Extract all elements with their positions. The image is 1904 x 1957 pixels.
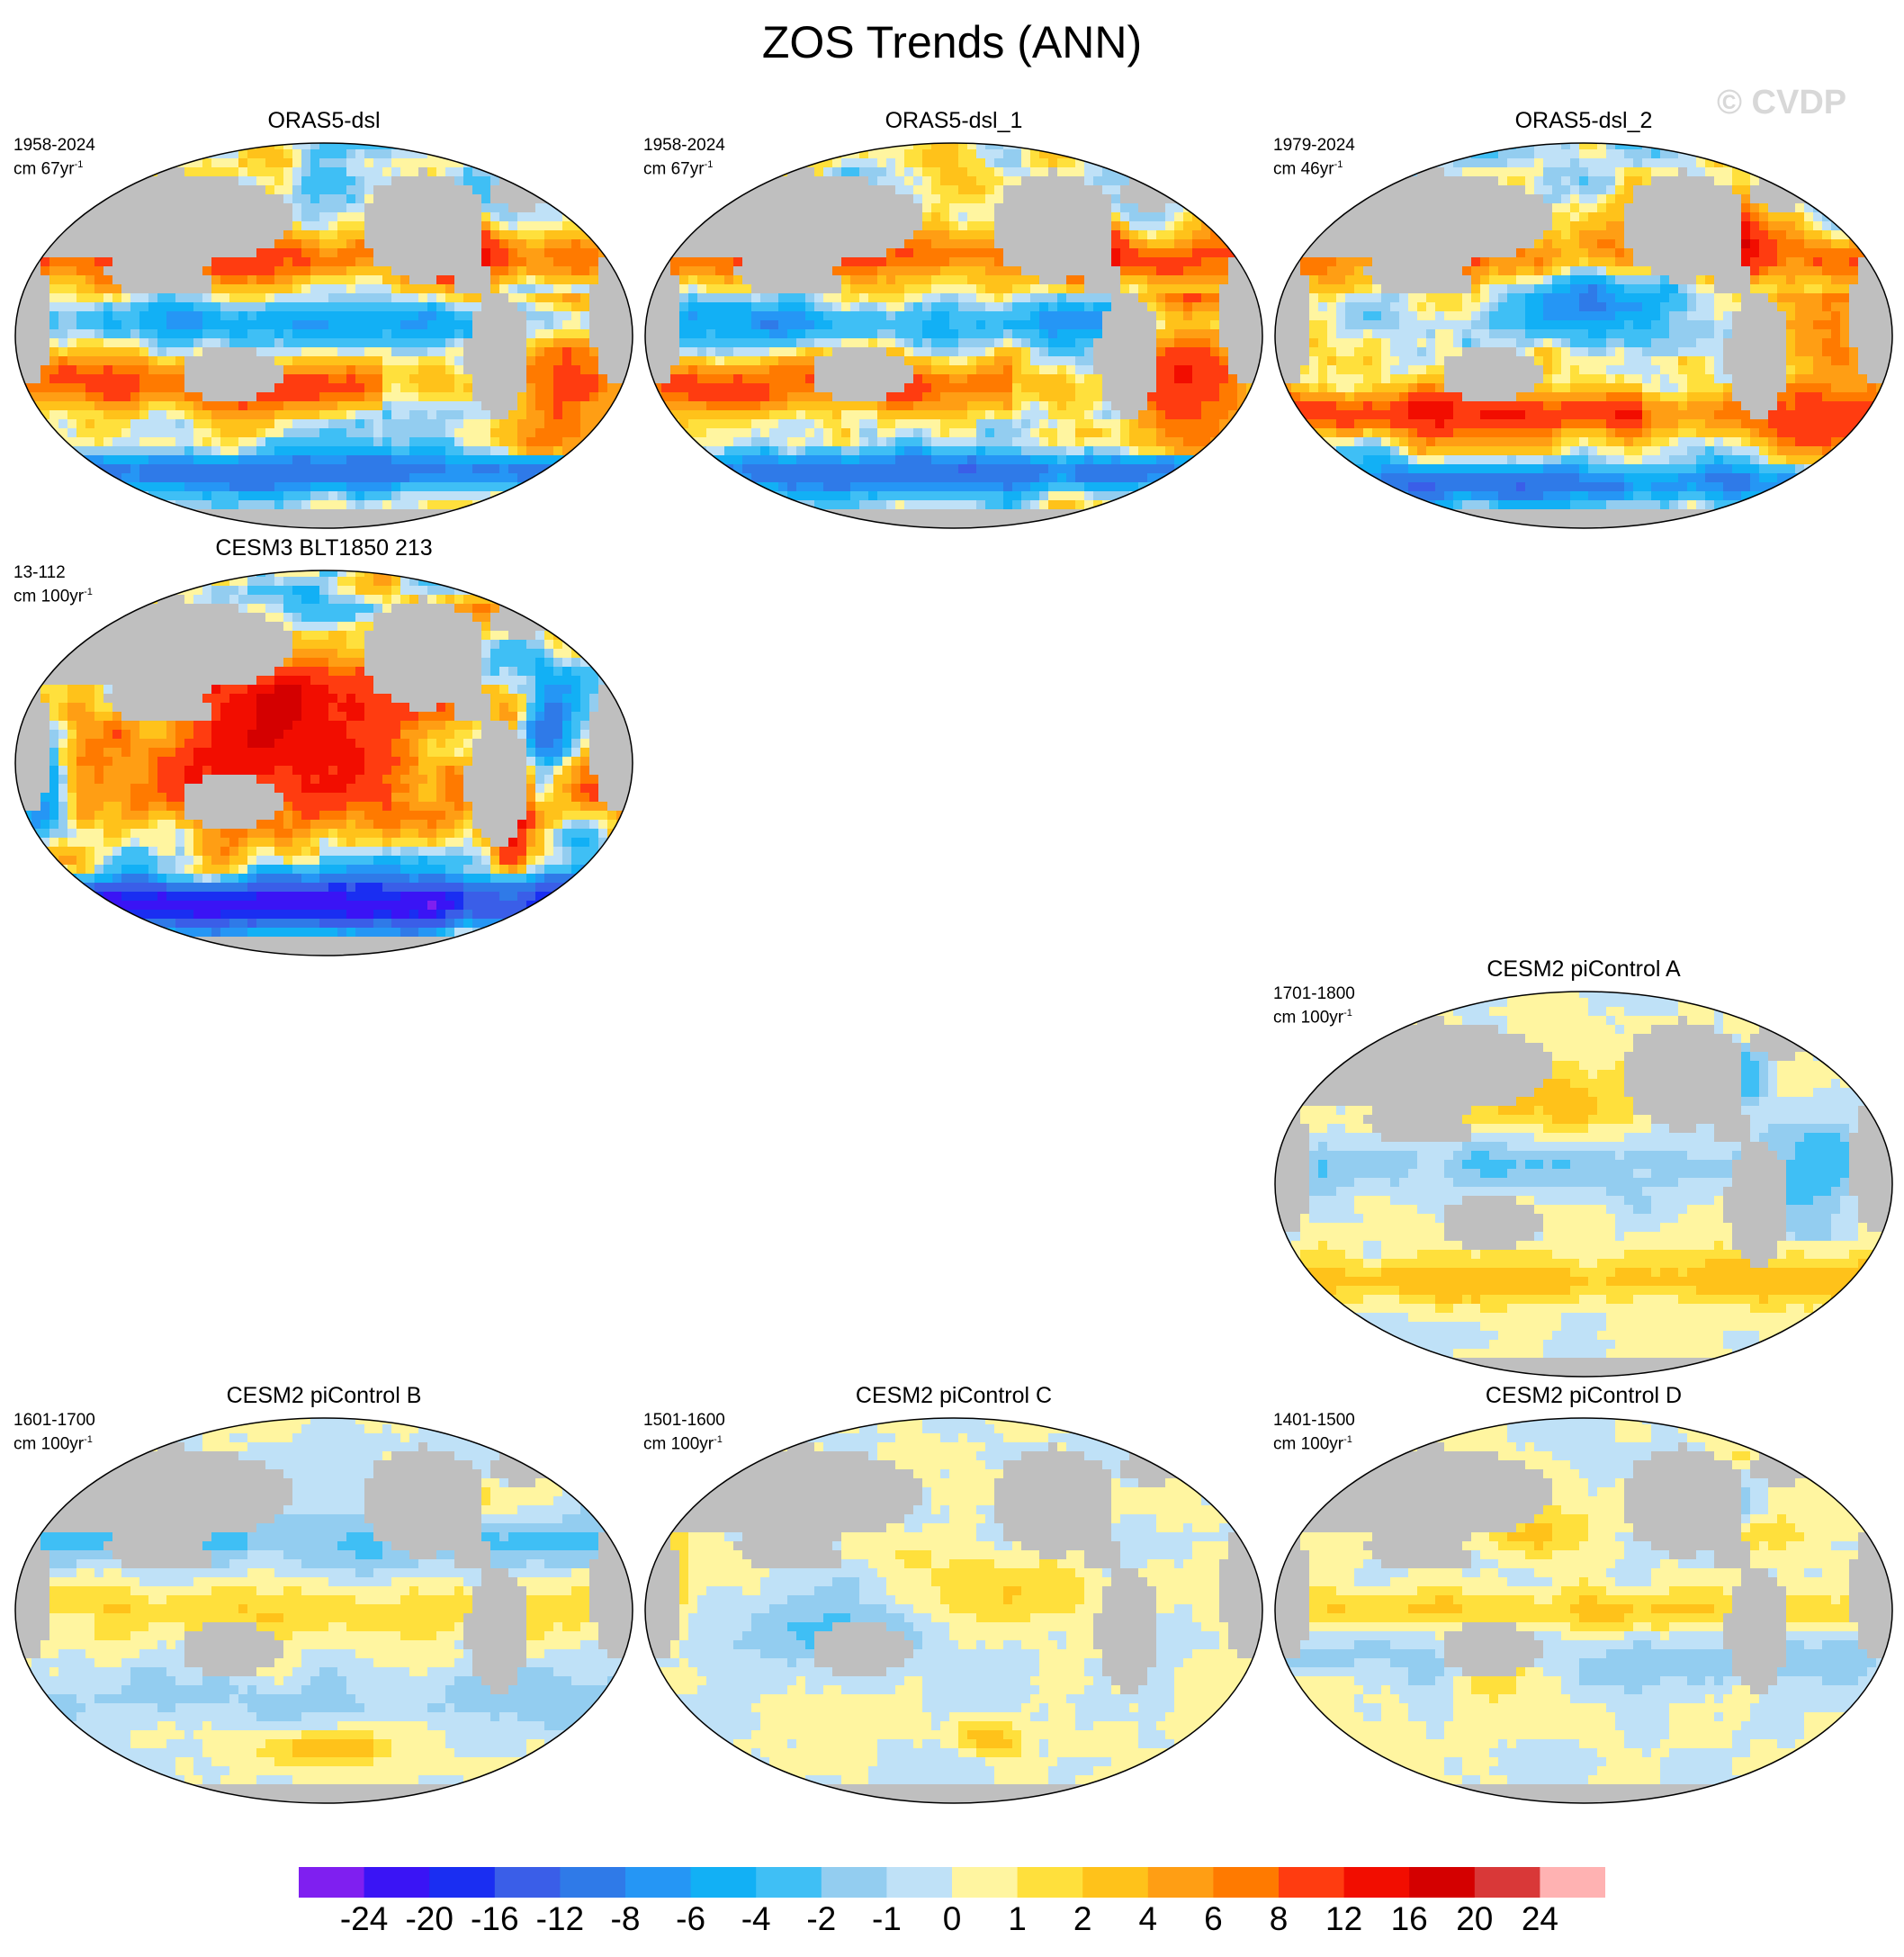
map-outline [1274, 991, 1893, 1378]
panel-units: cm 100yr-1 [13, 583, 93, 606]
colorbar-swatch [1474, 1867, 1540, 1898]
colorbar-swatch [494, 1867, 561, 1898]
panel-units: cm 100yr-1 [13, 1431, 93, 1453]
colorbar-tick-label: 6 [1177, 1900, 1249, 1938]
panel-period: 13-112 [13, 563, 66, 582]
panel-units: cm 67yr-1 [13, 156, 83, 178]
map-panel-oras5-dsl-1: ORAS5-dsl_1 1958-2024 cm 67yr-1 [643, 108, 1264, 531]
colorbar-tick-label: 1 [982, 1900, 1054, 1938]
colorbar-tick-label: 8 [1243, 1900, 1315, 1938]
map-outline [1274, 142, 1893, 529]
map-panel-cesm2-picontrol-c: CESM2 piControl C 1501-1600 cm 100yr-1 [643, 1383, 1264, 1806]
colorbar-tick-label: 0 [916, 1900, 988, 1938]
map-outline [1274, 1417, 1893, 1804]
panel-title: CESM2 piControl A [1273, 956, 1894, 983]
panel-title: CESM2 piControl C [643, 1383, 1264, 1409]
colorbar-tick-label: 24 [1504, 1900, 1576, 1938]
colorbar-swatch [952, 1867, 1019, 1898]
panel-units: cm 100yr-1 [1273, 1431, 1352, 1453]
colorbar-tick-label: 20 [1439, 1900, 1511, 1938]
map-outline [644, 142, 1263, 529]
panel-period: 1701-1800 [1273, 984, 1355, 1003]
map-field [14, 570, 633, 956]
colorbar-swatch [429, 1867, 496, 1898]
colorbar-tick-label: -12 [524, 1900, 596, 1938]
map-panel-cesm3-blt1850: CESM3 BLT1850 213 13-112 cm 100yr-1 [13, 535, 634, 958]
colorbar-swatch [756, 1867, 822, 1898]
map-outline [14, 570, 633, 956]
colorbar-tick-label: 4 [1112, 1900, 1184, 1938]
panel-title: CESM2 piControl D [1273, 1383, 1894, 1409]
colorbar-swatch [1082, 1867, 1149, 1898]
colorbar-tick-label: -1 [850, 1900, 922, 1938]
colorbar-tick-label: -20 [393, 1900, 465, 1938]
panel-units: cm 67yr-1 [643, 156, 713, 178]
map-panel-oras5-dsl: ORAS5-dsl 1958-2024 cm 67yr-1 [13, 108, 634, 531]
map-field [14, 1417, 633, 1804]
colorbar-swatch [560, 1867, 626, 1898]
colorbar-tick-label: -24 [328, 1900, 400, 1938]
panel-title: CESM2 piControl B [13, 1383, 634, 1409]
map-field [14, 142, 633, 529]
panel-title: ORAS5-dsl [13, 108, 634, 134]
colorbar-swatch [1213, 1867, 1280, 1898]
map-field [644, 142, 1263, 529]
colorbar-swatch [1540, 1867, 1605, 1898]
colorbar-swatch [1147, 1867, 1214, 1898]
colorbar-tick-label: 16 [1373, 1900, 1445, 1938]
colorbar-tick-label: 2 [1046, 1900, 1118, 1938]
panel-period: 1501-1600 [643, 1411, 725, 1430]
colorbar-swatch [625, 1867, 692, 1898]
panel-title: ORAS5-dsl_2 [1273, 108, 1894, 134]
colorbar-tick-label: -8 [589, 1900, 661, 1938]
colorbar-swatch [690, 1867, 757, 1898]
map-field [644, 1417, 1263, 1804]
panel-period: 1958-2024 [643, 136, 725, 155]
colorbar-tick-label: -4 [720, 1900, 792, 1938]
map-panel-cesm2-picontrol-b: CESM2 piControl B 1601-1700 cm 100yr-1 [13, 1383, 634, 1806]
panel-period: 1979-2024 [1273, 136, 1355, 155]
map-panel-cesm2-picontrol-a: CESM2 piControl A 1701-1800 cm 100yr-1 [1273, 956, 1894, 1379]
colorbar-swatch [1409, 1867, 1476, 1898]
colorbar-swatch [364, 1867, 430, 1898]
map-outline [14, 1417, 633, 1804]
colorbar-swatch [821, 1867, 887, 1898]
map-panel-oras5-dsl-2: ORAS5-dsl_2 1979-2024 cm 46yr-1 [1273, 108, 1894, 531]
map-field [1274, 1417, 1893, 1804]
panel-units: cm 46yr-1 [1273, 156, 1343, 178]
colorbar-swatch [886, 1867, 953, 1898]
panel-units: cm 100yr-1 [1273, 1004, 1352, 1027]
map-field [1274, 142, 1893, 529]
panel-period: 1601-1700 [13, 1411, 95, 1430]
colorbar-swatch [1279, 1867, 1345, 1898]
panel-period: 1401-1500 [1273, 1411, 1355, 1430]
colorbar [299, 1867, 1605, 1898]
colorbar-tick-label: 12 [1308, 1900, 1380, 1938]
panel-period: 1958-2024 [13, 136, 95, 155]
colorbar-swatch [1017, 1867, 1083, 1898]
colorbar-swatch [1343, 1867, 1410, 1898]
colorbar-tick-label: -6 [655, 1900, 727, 1938]
figure-title: ZOS Trends (ANN) [0, 16, 1904, 68]
map-outline [14, 142, 633, 529]
watermark: © CVDP [1717, 84, 1846, 122]
colorbar-tick-label: -16 [459, 1900, 531, 1938]
map-outline [644, 1417, 1263, 1804]
colorbar-swatch [299, 1867, 365, 1898]
panel-title: CESM3 BLT1850 213 [13, 535, 634, 561]
map-field [1274, 991, 1893, 1378]
panel-units: cm 100yr-1 [643, 1431, 723, 1453]
colorbar-tick-label: -2 [786, 1900, 858, 1938]
map-panel-cesm2-picontrol-d: CESM2 piControl D 1401-1500 cm 100yr-1 [1273, 1383, 1894, 1806]
panel-title: ORAS5-dsl_1 [643, 108, 1264, 134]
